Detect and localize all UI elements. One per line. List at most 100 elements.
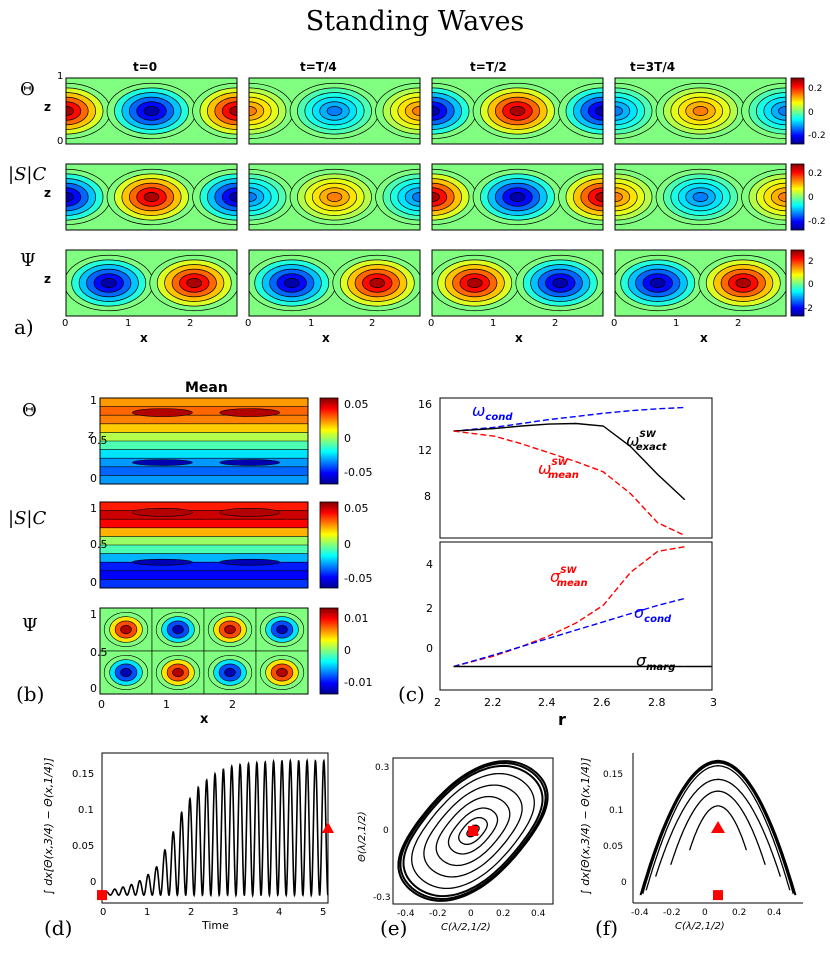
contour-level (595, 106, 603, 116)
panel-label-f: (f) (595, 916, 619, 940)
phase-loop (689, 805, 747, 851)
mean-title: Mean (185, 380, 228, 396)
panel-label-d: (d) (44, 916, 73, 940)
y-axis-label-f: ∫ dx[Θ(x,3/4) − Θ(x,1/4)] (579, 758, 592, 895)
z-tick: 0.5 (90, 434, 108, 447)
svg-text:-0.05: -0.05 (344, 572, 372, 585)
contour-level (276, 624, 288, 635)
svg-text:0.05: 0.05 (344, 398, 369, 411)
x-tick: 2 (434, 696, 441, 709)
contour-level (778, 192, 786, 202)
x-axis-label: x (515, 331, 523, 345)
svg-text:0.2: 0.2 (496, 909, 510, 919)
panel-frame (431, 163, 604, 231)
panel-a-r0-c0 (66, 78, 237, 144)
svg-text:-0.01: -0.01 (344, 676, 372, 689)
contour-level (186, 278, 203, 288)
x-tick: 2.8 (648, 696, 666, 709)
svg-text:0: 0 (468, 909, 474, 919)
panel-a-r1-c0 (66, 164, 237, 230)
z-axis-label: z (44, 100, 51, 114)
band (100, 398, 308, 408)
panel-a-r2-c3 (615, 250, 786, 316)
colorbar-min: -2 (804, 304, 813, 314)
row-label-psi: Ψ (20, 250, 36, 271)
svg-text:0: 0 (344, 538, 351, 551)
series-omega_exact_SW (453, 422, 686, 501)
band (100, 562, 308, 572)
panel-label-a: a) (14, 315, 34, 339)
contour-level (692, 106, 709, 116)
chart-c-bottom-frame (439, 541, 713, 691)
series-sigma_mean_SW (453, 546, 685, 668)
y-tick: 12 (418, 444, 432, 457)
phase-loop (639, 759, 797, 896)
extremum (132, 558, 193, 566)
contour-level (143, 192, 160, 202)
svg-text:-0.2: -0.2 (663, 908, 681, 918)
band (100, 458, 308, 468)
x-axis-label: x (700, 331, 708, 345)
svg-text:1: 1 (144, 907, 150, 918)
phase-loop (641, 761, 795, 895)
x-tick: 0 (611, 318, 618, 329)
svg-text:-0.4: -0.4 (631, 908, 649, 918)
phase-loop (399, 761, 547, 901)
panel-label-b: (b) (16, 682, 45, 706)
panel-a-r0-c3 (615, 78, 786, 144)
colorbar-max: 0.2 (808, 84, 822, 94)
panel-frame (248, 249, 421, 317)
band (100, 449, 308, 459)
contour-level (283, 278, 300, 288)
x-tick: 2.6 (593, 696, 611, 709)
phase-loop (435, 795, 511, 867)
column-title-t-quarter: t=T/4 (300, 60, 337, 74)
z-axis-label: z (44, 272, 51, 286)
svg-text:-0.05: -0.05 (344, 466, 372, 479)
contour-level (276, 667, 288, 678)
label-sigma-marg: σmarg (636, 651, 675, 673)
panel-frame (431, 249, 604, 317)
band (100, 415, 308, 425)
z-tick: 0 (90, 472, 97, 485)
contour-level (552, 278, 569, 288)
contour-level (66, 106, 74, 116)
x-tick: 3 (710, 696, 717, 709)
colorbar-min: -0.2 (808, 131, 826, 141)
svg-text:0: 0 (702, 908, 708, 918)
extremum (219, 558, 281, 566)
svg-text:0.05: 0.05 (344, 502, 369, 515)
panel-a-r0-c2 (432, 78, 603, 144)
phase-loop (645, 765, 791, 891)
contour-level (595, 192, 603, 202)
band (100, 466, 308, 476)
x-tick: 1 (125, 318, 132, 329)
contour-level (649, 278, 666, 288)
x-axis-label-mean: x (200, 712, 209, 727)
contour-level (120, 624, 132, 635)
svg-text:5: 5 (320, 907, 326, 918)
band (100, 545, 308, 555)
phase-loop (402, 764, 544, 898)
extremum (219, 408, 281, 417)
band (100, 527, 308, 537)
panel-frame (99, 607, 309, 695)
colorbar-max: 0.2 (808, 169, 822, 179)
contour-level (778, 106, 786, 116)
panel-frame (65, 249, 238, 317)
band (100, 475, 308, 485)
contour-level (326, 192, 343, 202)
extremum (132, 508, 193, 517)
band (100, 579, 308, 589)
extremum (219, 459, 281, 466)
phase-loop (458, 816, 488, 846)
contour-level (326, 106, 343, 116)
label-omega-exact: ωSW exact (626, 430, 668, 453)
y-axis-label-d: ∫ dx[Θ(x,3/4) − Θ(x,1/4)] (42, 758, 55, 895)
panel-label-e: (e) (380, 916, 408, 940)
phase-loop (423, 784, 523, 878)
z-tick: 0.5 (90, 538, 108, 551)
panel-a-r2-c2 (432, 250, 603, 316)
contour-level (509, 192, 526, 202)
x-tick: 0 (98, 698, 105, 710)
